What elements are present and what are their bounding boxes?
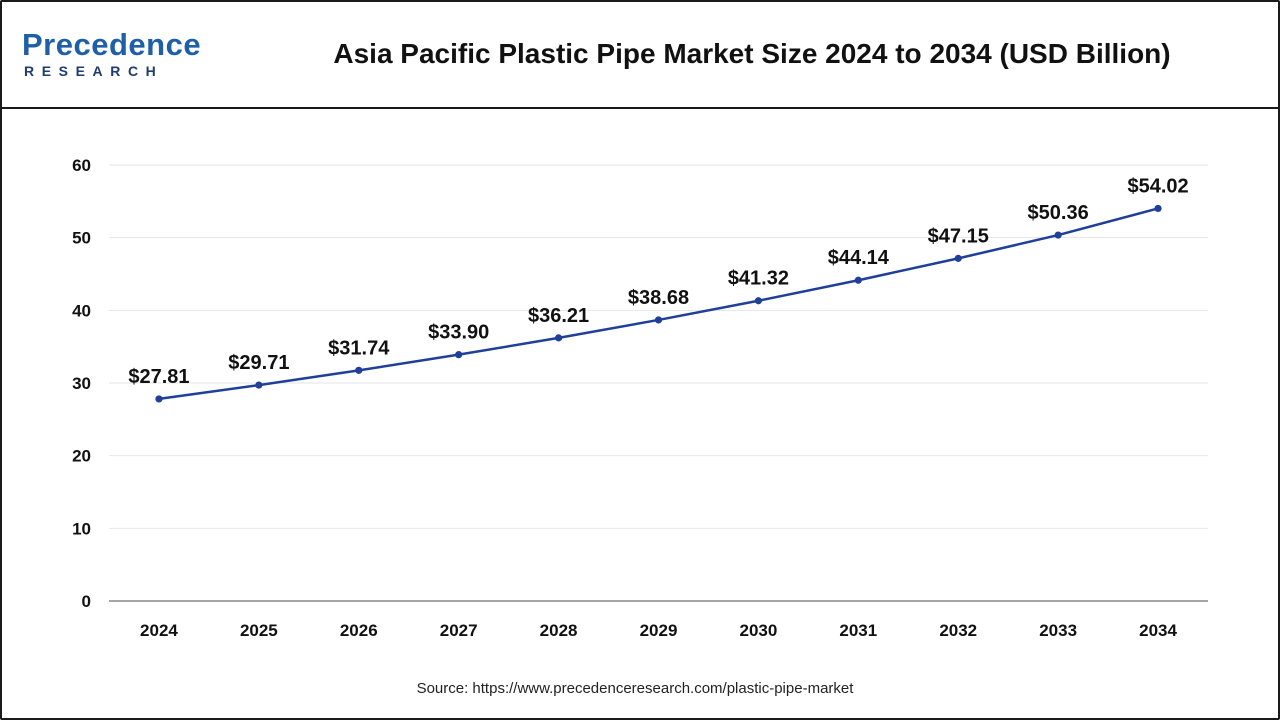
data-point (954, 254, 962, 262)
data-point (754, 297, 763, 305)
x-tick-label: 2034 (1139, 621, 1177, 640)
x-tick-label: 2032 (939, 621, 977, 640)
data-point (1054, 231, 1062, 239)
data-label: $41.32 (728, 268, 789, 290)
brand-logo: Precedence RESEARCH (22, 28, 222, 88)
data-point (255, 381, 263, 389)
data-label: $33.90 (428, 322, 489, 344)
y-tick-label: 40 (72, 301, 91, 320)
y-tick-label: 30 (72, 374, 91, 393)
data-label: $47.15 (928, 225, 989, 247)
x-tick-label: 2028 (540, 621, 578, 640)
data-point (1154, 204, 1162, 213)
y-tick-label: 0 (82, 592, 91, 611)
data-label: $29.71 (228, 352, 289, 374)
y-tick-label: 10 (72, 519, 91, 538)
data-label: $54.02 (1127, 175, 1188, 197)
data-point (155, 395, 163, 403)
x-tick-label: 2030 (739, 621, 777, 640)
y-tick-label: 20 (72, 447, 91, 466)
data-point (554, 334, 563, 342)
data-label: $27.81 (128, 366, 189, 388)
header: Precedence RESEARCH Asia Pacific Plastic… (2, 2, 1278, 109)
x-tick-label: 2025 (240, 621, 278, 640)
data-label: $50.36 (1028, 202, 1089, 224)
x-tick-label: 2024 (140, 621, 178, 640)
data-label: $36.21 (528, 305, 589, 327)
y-tick-label: 50 (72, 229, 91, 248)
chart-title: Asia Pacific Plastic Pipe Market Size 20… (333, 38, 1171, 69)
logo-wordmark: Precedence (22, 27, 202, 62)
data-point (854, 276, 862, 284)
x-tick-label: 2027 (440, 621, 478, 640)
data-point (455, 351, 463, 359)
data-label: $44.14 (828, 247, 890, 269)
x-tick-label: 2026 (340, 621, 378, 640)
data-point (654, 316, 663, 324)
y-tick-label: 60 (72, 156, 91, 175)
logo-subtext: RESEARCH (24, 63, 164, 79)
x-tick-label: 2033 (1039, 621, 1077, 640)
source-note: Source: https://www.precedenceresearch.c… (416, 680, 854, 697)
data-label: $31.74 (328, 337, 390, 359)
x-tick-label: 2031 (839, 621, 877, 640)
x-tick-label: 2029 (640, 621, 678, 640)
data-label: $38.68 (628, 287, 689, 309)
data-point (355, 366, 363, 374)
